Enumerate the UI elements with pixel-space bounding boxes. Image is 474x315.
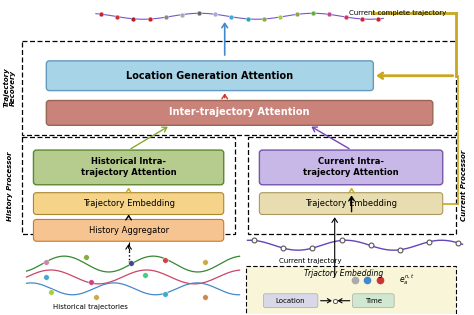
Text: Trajectory Embedding: Trajectory Embedding <box>305 199 397 208</box>
Text: History Processor: History Processor <box>7 151 13 220</box>
Text: $e_a^{n,t}$: $e_a^{n,t}$ <box>399 272 415 287</box>
Text: Location: Location <box>275 298 305 304</box>
Text: Trjactory Embedding: Trjactory Embedding <box>304 269 383 278</box>
Text: History Aggregator: History Aggregator <box>89 226 169 235</box>
Bar <box>21 41 456 135</box>
Bar <box>21 137 235 234</box>
Text: Inter-trajectory Attention: Inter-trajectory Attention <box>169 107 310 117</box>
FancyBboxPatch shape <box>34 193 224 215</box>
Text: Current complete trajectory: Current complete trajectory <box>348 10 446 16</box>
Text: Trajectory Embedding: Trajectory Embedding <box>82 199 174 208</box>
FancyBboxPatch shape <box>46 61 374 91</box>
Text: Current Processor: Current Processor <box>461 150 466 221</box>
Text: Historical Intra-
trajectory Attention: Historical Intra- trajectory Attention <box>81 157 176 177</box>
FancyBboxPatch shape <box>259 193 443 215</box>
Text: Current trajectory: Current trajectory <box>279 258 342 264</box>
FancyBboxPatch shape <box>264 294 318 308</box>
Text: Historical trajectories: Historical trajectories <box>54 304 128 310</box>
Bar <box>246 266 456 315</box>
FancyBboxPatch shape <box>259 150 443 185</box>
Text: Time: Time <box>365 298 382 304</box>
FancyBboxPatch shape <box>353 294 394 308</box>
FancyBboxPatch shape <box>34 150 224 185</box>
Bar <box>247 137 456 234</box>
FancyBboxPatch shape <box>46 100 433 125</box>
Text: Location Generation Attention: Location Generation Attention <box>126 71 293 81</box>
FancyBboxPatch shape <box>34 220 224 241</box>
Text: Trajectory
Recovery: Trajectory Recovery <box>3 68 16 107</box>
Text: Current Intra-
trajectory Attention: Current Intra- trajectory Attention <box>303 157 398 177</box>
